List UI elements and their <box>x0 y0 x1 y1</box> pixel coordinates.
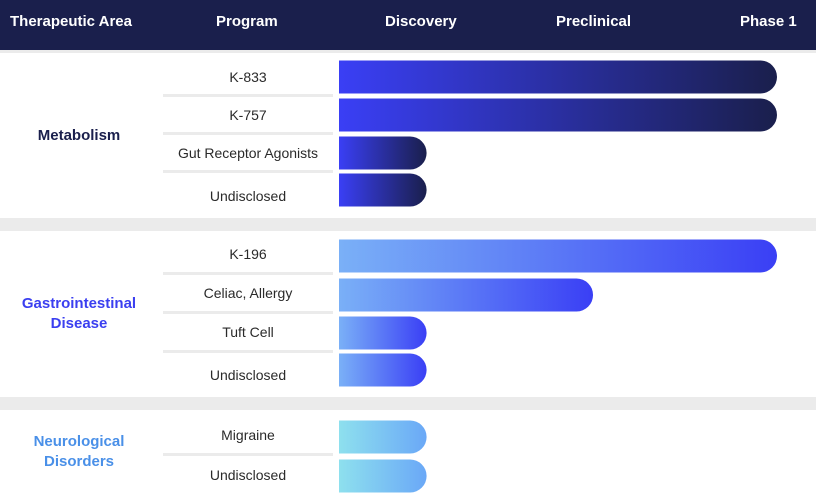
bar-undisclosed-2 <box>339 460 427 493</box>
bar-celiac-allergy-1 <box>339 279 593 312</box>
bar-k-196-1 <box>339 240 777 273</box>
bar-migraine-2 <box>339 421 427 454</box>
bar-gut-receptor-agonists-0 <box>339 137 427 170</box>
bar-tuft-cell-1 <box>339 317 427 350</box>
bar-k-833-0 <box>339 61 777 94</box>
bar-k-757-0 <box>339 99 777 132</box>
bar-undisclosed-1 <box>339 354 427 387</box>
bar-undisclosed-0 <box>339 174 427 207</box>
